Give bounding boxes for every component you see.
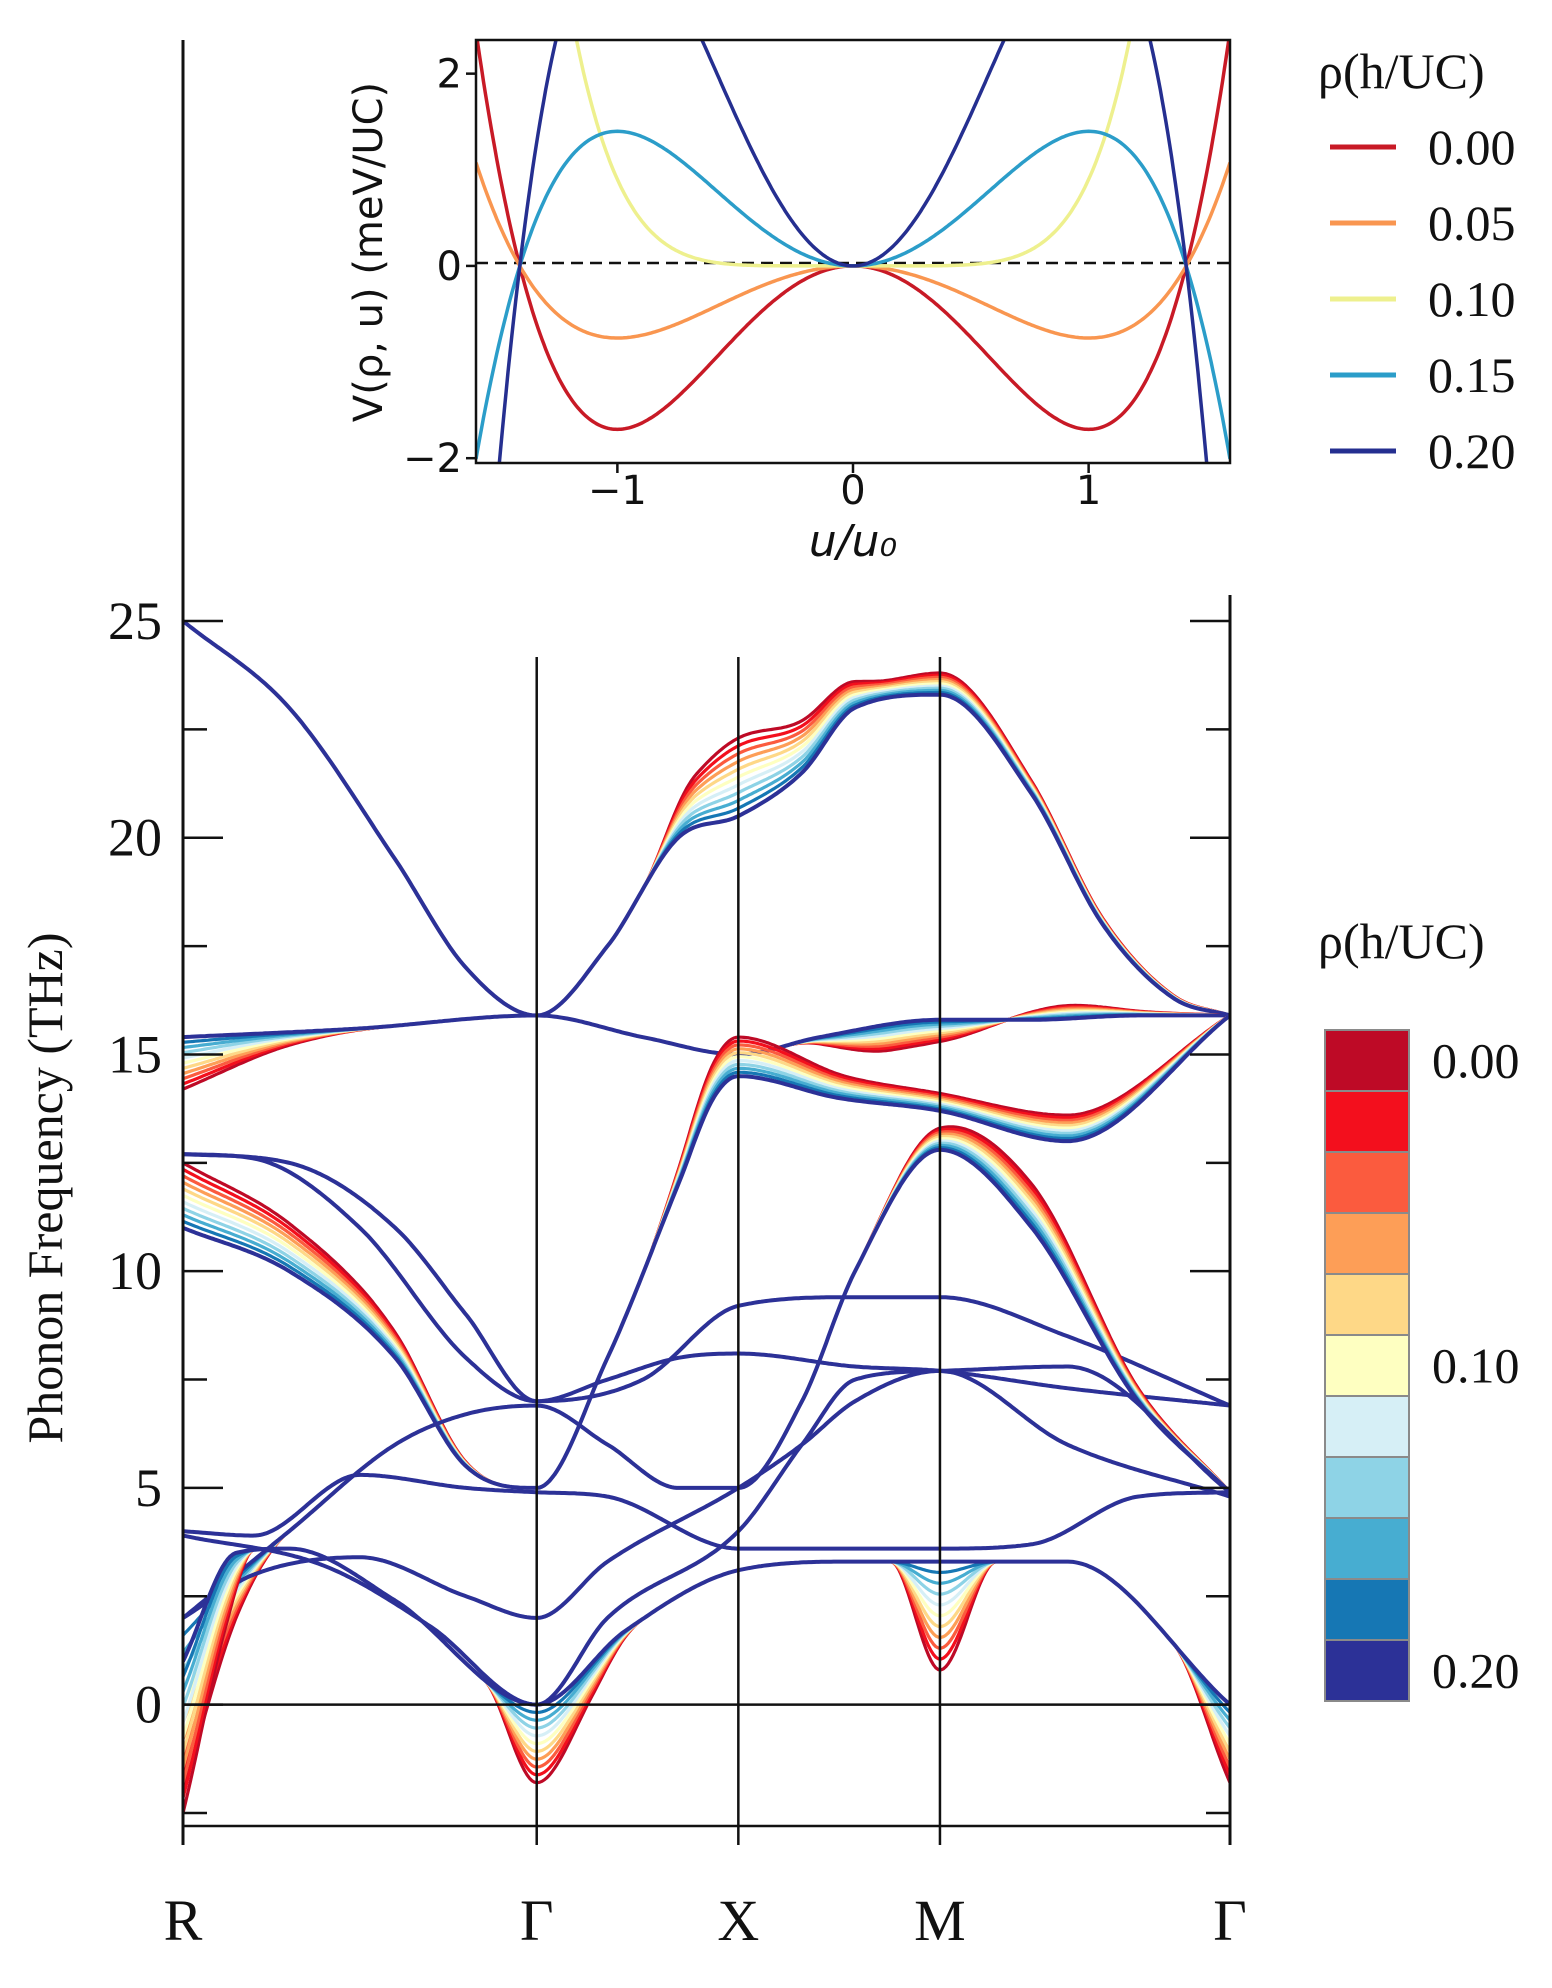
x-tick-label: M (914, 1888, 966, 1953)
y-tick-label: 25 (108, 591, 162, 651)
band-7-rho-0.12 (183, 1364, 1230, 1707)
inset-y-tick-label: −2 (403, 436, 462, 482)
band-3-rho-0.20 (183, 1013, 1230, 1490)
band-6-rho-0.20 (183, 1472, 1230, 1551)
y-tick-label: 15 (108, 1024, 162, 1084)
band-5-rho-0.12 (183, 1139, 1230, 1689)
x-tick-label: Γ (520, 1888, 554, 1953)
x-tick-label: Γ (1213, 1888, 1247, 1953)
band-7-rho-0.04 (183, 1364, 1230, 1707)
colorbar-cell (1324, 1456, 1410, 1519)
inset-legend: ρ(h/UC) 0.00 0.05 0.10 0.15 0.20 (1318, 43, 1516, 479)
band-0-rho-0.20 (183, 619, 1230, 1018)
band-5-rho-0.20 (183, 1147, 1230, 1620)
band-9-rho-0.04 (183, 1547, 1230, 1784)
y-tick-label: 0 (135, 1675, 162, 1735)
inset-potential-plot: −1 0 1 −2 0 2 u/u₀ V(ρ, u) (meV/UC) (346, 38, 1232, 567)
band-7-rho-0.16 (183, 1364, 1230, 1707)
band-5-rho-0.08 (183, 1134, 1230, 1723)
band-5-rho-0.04 (183, 1130, 1230, 1758)
inset-curves (476, 40, 1230, 463)
legend-label: 0.10 (1428, 271, 1516, 327)
colorbar-cell (1324, 1639, 1410, 1702)
colorbar-cell (1324, 1029, 1410, 1092)
band-0-rho-0.18 (183, 619, 1230, 1017)
legend-label: 0.15 (1428, 347, 1516, 403)
colorbar-title: ρ(h/UC) (1318, 913, 1485, 969)
colorbar-tick-label: 0.20 (1432, 1643, 1520, 1699)
main-axes-frame (181, 40, 1232, 1845)
colorbar-cell (1324, 1334, 1410, 1397)
colorbar-cell (1324, 1212, 1410, 1275)
band-5-rho-0.14 (183, 1141, 1230, 1671)
inset-ticks: −1 0 1 −2 0 2 (403, 52, 1101, 514)
band-7-rho-0.08 (183, 1364, 1230, 1707)
inset-y-tick-label: 0 (437, 244, 462, 290)
band-1-rho-0.20 (183, 1013, 1230, 1057)
band-5-rho-0.16 (183, 1143, 1230, 1654)
band-9-rho-0.14 (183, 1547, 1230, 1730)
legend-title: ρ(h/UC) (1318, 43, 1485, 99)
colorbar-cell (1324, 1273, 1410, 1336)
legend-label: 0.00 (1428, 119, 1516, 175)
x-tick-label: X (717, 1888, 759, 1953)
band-9-rho-0.02 (183, 1547, 1230, 1799)
colorbar-tick-label: 0.00 (1432, 1033, 1520, 1089)
band-7-rho-0.20 (183, 1364, 1230, 1707)
band-9-rho-0.12 (183, 1547, 1230, 1738)
band-9-rho-0.10 (183, 1547, 1230, 1746)
band-7-rho-0.18 (183, 1364, 1230, 1707)
band-3-rho-0.06 (183, 1014, 1230, 1490)
band-7-rho-0.02 (183, 1364, 1230, 1707)
x-tick-label: R (164, 1888, 203, 1953)
inset-curve-0.20 (497, 40, 1209, 463)
inset-x-axis-label: u/u₀ (809, 516, 897, 567)
colorbar-cell (1324, 1151, 1410, 1214)
band-5-rho-0.02 (183, 1127, 1230, 1775)
band-5-rho-0.10 (183, 1137, 1230, 1706)
main-reference-lines (183, 657, 1230, 1845)
inset-x-tick-label: −1 (588, 468, 647, 514)
legend-label: 0.20 (1428, 423, 1516, 479)
band-7-rho-0.10 (183, 1364, 1230, 1707)
band-7-rho-0.06 (183, 1364, 1230, 1707)
y-tick-label: 5 (135, 1458, 162, 1518)
band-8-rho-0.20 (183, 1368, 1230, 1620)
band-1-rho-0.18 (183, 1013, 1230, 1057)
y-tick-label: 20 (108, 808, 162, 868)
band-7-rho-0.00 (183, 1364, 1230, 1707)
colorbar-tick-label: 0.10 (1432, 1338, 1520, 1394)
main-y-axis-label: Phonon Frequency (THz) (17, 933, 73, 1444)
band-7-rho-0.14 (183, 1364, 1230, 1707)
legend-label: 0.05 (1428, 195, 1516, 251)
band-5-rho-0.00 (183, 1125, 1230, 1792)
inset-x-tick-label: 0 (840, 468, 865, 514)
band-9-rho-0.00 (183, 1547, 1230, 1814)
band-curves (183, 619, 1230, 1814)
colorbar-cell (1324, 1090, 1410, 1153)
y-tick-label: 10 (108, 1241, 162, 1301)
band-9-rho-0.20 (183, 1546, 1230, 1707)
inset-x-tick-label: 1 (1076, 468, 1101, 514)
colorbar-cell (1324, 1395, 1410, 1458)
band-5-rho-0.06 (183, 1132, 1230, 1740)
inset-y-axis-label: V(ρ, u) (meV/UC) (346, 82, 392, 422)
band-2-rho-0.20 (183, 1152, 1230, 1408)
inset-y-tick-label: 2 (437, 52, 462, 98)
band-4-rho-0.20 (183, 1152, 1230, 1408)
colorbar: ρ(h/UC) 0.00 0.10 0.20 (1318, 913, 1520, 1702)
main-y-ticks: 0 5 10 15 20 25 (108, 591, 1230, 1815)
colorbar-cell (1324, 1517, 1410, 1580)
colorbar-cell (1324, 1578, 1410, 1641)
